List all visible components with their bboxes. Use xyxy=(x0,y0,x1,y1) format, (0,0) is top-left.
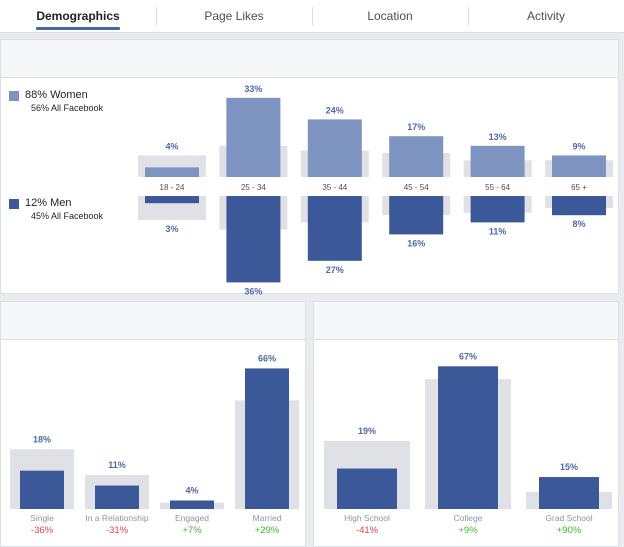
bar xyxy=(539,477,599,509)
men-bar xyxy=(552,196,606,216)
bar xyxy=(438,366,498,509)
men-bar xyxy=(226,196,281,283)
category-label: In a Relationship xyxy=(85,513,149,523)
men-value-label: 8% xyxy=(572,219,585,229)
bar xyxy=(170,500,214,509)
value-label: 66% xyxy=(258,353,276,363)
category-label: Grad School xyxy=(545,513,592,523)
men-bar xyxy=(389,196,444,235)
difference-label: +29% xyxy=(255,525,280,536)
legend-men-sub: 45% All Facebook xyxy=(31,211,104,221)
age-gender-panel: 88% Women 56% All Facebook 12% Men 45% A… xyxy=(0,77,619,296)
women-value-label: 9% xyxy=(572,141,585,151)
men-value-label: 16% xyxy=(407,238,425,248)
bar xyxy=(20,470,64,509)
age-gender-chart: 18 - 24 4% 3% 25 - 34 33% 36% 35 - 44 24% 27% 45 … xyxy=(138,84,613,296)
age-gender-panel-header xyxy=(0,39,619,77)
men-bar xyxy=(470,196,525,223)
women-bar xyxy=(552,155,606,177)
category-label: High School xyxy=(344,513,390,523)
women-bar xyxy=(307,119,362,177)
education-panel-header xyxy=(313,301,619,339)
value-label: 4% xyxy=(185,485,198,495)
men-bar xyxy=(145,196,199,204)
value-label: 19% xyxy=(358,426,376,436)
women-value-label: 17% xyxy=(407,122,425,132)
bar xyxy=(245,368,289,509)
women-value-label: 13% xyxy=(489,132,507,142)
difference-label: -41% xyxy=(356,525,379,536)
men-value-label: 27% xyxy=(326,265,344,275)
age-tick-label: 55 - 64 xyxy=(485,183,510,192)
men-value-label: 3% xyxy=(165,224,178,234)
tab-location[interactable]: Location xyxy=(312,0,468,32)
age-tick-label: 45 - 54 xyxy=(404,183,429,192)
women-bar xyxy=(226,97,281,177)
difference-label: +7% xyxy=(182,525,202,536)
women-value-label: 4% xyxy=(165,141,178,151)
difference-label: -31% xyxy=(106,525,129,536)
men-value-label: 11% xyxy=(489,226,507,236)
category-label: Married xyxy=(253,513,282,523)
age-tick-label: 35 - 44 xyxy=(322,183,347,192)
difference-label: +9% xyxy=(458,525,478,536)
men-swatch xyxy=(9,199,19,209)
women-value-label: 24% xyxy=(326,105,344,115)
education-panel: 19% High School -41% 67% College +9% 15% Grad S… xyxy=(313,339,619,547)
legend-women-sub: 56% All Facebook xyxy=(31,103,104,113)
men-bar xyxy=(307,196,362,261)
women-bar xyxy=(470,145,525,177)
women-swatch xyxy=(9,91,19,101)
value-label: 18% xyxy=(33,434,51,444)
tab-demographics[interactable]: Demographics xyxy=(0,0,156,32)
value-label: 67% xyxy=(459,351,477,361)
difference-label: -36% xyxy=(31,525,54,536)
category-label: Single xyxy=(30,513,54,523)
legend-women-label: 88% Women xyxy=(25,89,88,101)
category-label: College xyxy=(454,513,483,523)
relationship-panel-header xyxy=(0,301,306,339)
women-bar xyxy=(145,167,199,177)
women-bar xyxy=(389,136,444,177)
difference-label: +90% xyxy=(557,525,582,536)
age-axis-band xyxy=(138,177,612,196)
tab-bar: Demographics Page Likes Location Activit… xyxy=(0,0,624,33)
age-tick-label: 18 - 24 xyxy=(160,183,185,192)
relationship-chart: 18% Single -36% 11% In a Relationship -31% 4% E… xyxy=(10,353,299,536)
tab-page-likes[interactable]: Page Likes xyxy=(156,0,312,32)
men-value-label: 36% xyxy=(244,286,262,296)
education-chart: 19% High School -41% 67% College +9% 15% Grad S… xyxy=(324,351,612,536)
tab-activity[interactable]: Activity xyxy=(468,0,624,32)
value-label: 15% xyxy=(560,462,578,472)
category-label: Engaged xyxy=(175,513,209,523)
legend-men-label: 12% Men xyxy=(25,197,72,209)
age-tick-label: 65 + xyxy=(571,183,587,192)
relationship-panel: 18% Single -36% 11% In a Relationship -31% 4% E… xyxy=(0,339,306,547)
value-label: 11% xyxy=(108,460,126,470)
age-tick-label: 25 - 34 xyxy=(241,183,266,192)
bar xyxy=(337,468,397,509)
women-value-label: 33% xyxy=(244,84,262,94)
bar xyxy=(95,485,139,509)
